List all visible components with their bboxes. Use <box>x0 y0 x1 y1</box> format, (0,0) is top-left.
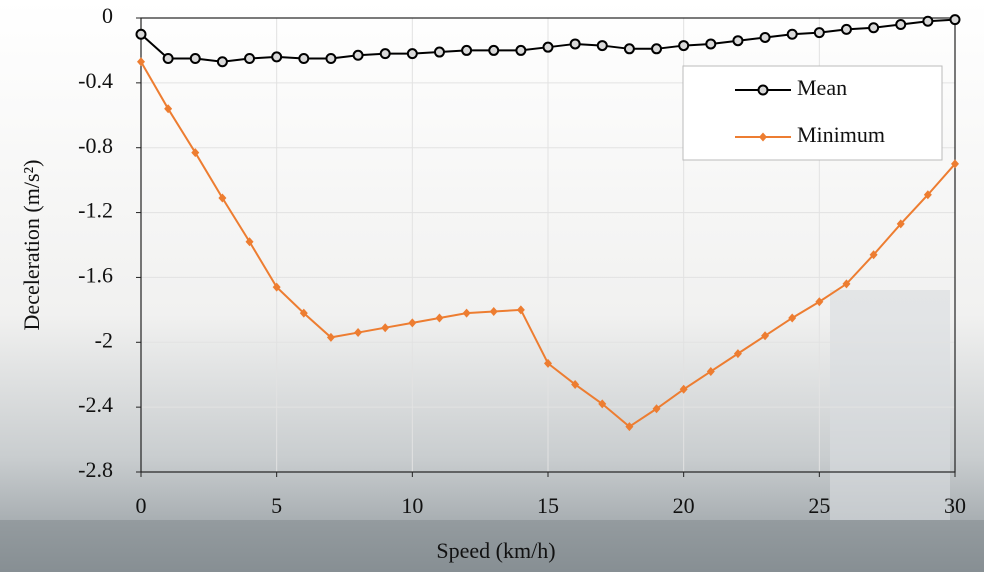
point <box>406 48 418 60</box>
point <box>191 148 200 158</box>
point <box>759 31 771 43</box>
point <box>732 35 744 47</box>
point <box>244 53 256 65</box>
point <box>596 40 608 52</box>
point <box>569 38 581 50</box>
point <box>488 44 500 56</box>
point <box>245 237 254 247</box>
point <box>923 190 932 200</box>
y-tick-label: -2 <box>95 327 113 352</box>
point <box>462 308 471 318</box>
point <box>868 22 880 34</box>
x-tick-label: 15 <box>537 493 559 518</box>
point <box>162 53 174 65</box>
y-axis-label: Deceleration (m/s²) <box>19 160 44 331</box>
y-tick-label: 0 <box>102 3 113 28</box>
point <box>652 404 661 414</box>
legend-box <box>682 65 943 161</box>
legend-marker <box>759 132 767 142</box>
x-tick-label: 30 <box>944 493 966 518</box>
point <box>761 331 770 341</box>
point <box>651 43 663 55</box>
legend-marker <box>757 84 769 96</box>
point <box>216 56 228 68</box>
point <box>271 51 283 63</box>
point <box>435 313 444 323</box>
point <box>840 23 852 35</box>
point <box>325 53 337 65</box>
point <box>678 40 690 52</box>
point <box>679 384 688 394</box>
point <box>922 15 934 27</box>
point <box>135 28 147 40</box>
point <box>623 43 635 55</box>
point <box>786 28 798 40</box>
point <box>164 104 173 114</box>
point <box>895 18 907 30</box>
point <box>189 53 201 65</box>
point <box>733 349 742 359</box>
point <box>408 318 417 328</box>
point <box>542 41 554 53</box>
x-tick-label: 5 <box>271 493 282 518</box>
point <box>869 250 878 260</box>
point <box>949 14 961 26</box>
y-tick-label: -2.4 <box>78 392 113 417</box>
point <box>598 399 607 409</box>
point <box>299 308 308 318</box>
x-axis-label: Speed (km/h) <box>436 538 555 563</box>
legend-label: Minimum <box>797 122 885 147</box>
point <box>813 27 825 39</box>
point <box>896 219 905 229</box>
x-tick-label: 0 <box>136 493 147 518</box>
point <box>515 44 527 56</box>
point <box>544 358 552 368</box>
y-tick-label: -1.6 <box>78 262 113 287</box>
background-city <box>0 520 984 572</box>
point <box>489 306 498 316</box>
x-tick-label: 20 <box>673 493 695 518</box>
point <box>461 44 473 56</box>
x-tick-label: 10 <box>401 493 423 518</box>
background-building <box>830 290 950 520</box>
legend-label: Mean <box>797 75 847 100</box>
point <box>137 57 145 67</box>
y-tick-label: -0.4 <box>78 68 113 93</box>
point <box>381 323 390 333</box>
point <box>352 49 364 61</box>
point <box>326 332 335 342</box>
point <box>571 379 580 389</box>
point <box>815 297 824 307</box>
point <box>842 279 851 289</box>
point <box>379 48 391 60</box>
point <box>218 193 227 203</box>
point <box>516 305 525 315</box>
point <box>272 282 281 292</box>
point <box>354 328 363 338</box>
point <box>788 313 797 323</box>
point <box>951 159 959 169</box>
y-tick-label: -1.2 <box>78 198 113 223</box>
point <box>625 422 634 432</box>
y-tick-label: -0.8 <box>78 133 113 158</box>
point <box>298 53 310 65</box>
point <box>705 38 717 50</box>
point <box>433 46 445 58</box>
point <box>706 366 715 376</box>
x-tick-label: 25 <box>808 493 830 518</box>
y-tick-label: -2.8 <box>78 457 113 482</box>
